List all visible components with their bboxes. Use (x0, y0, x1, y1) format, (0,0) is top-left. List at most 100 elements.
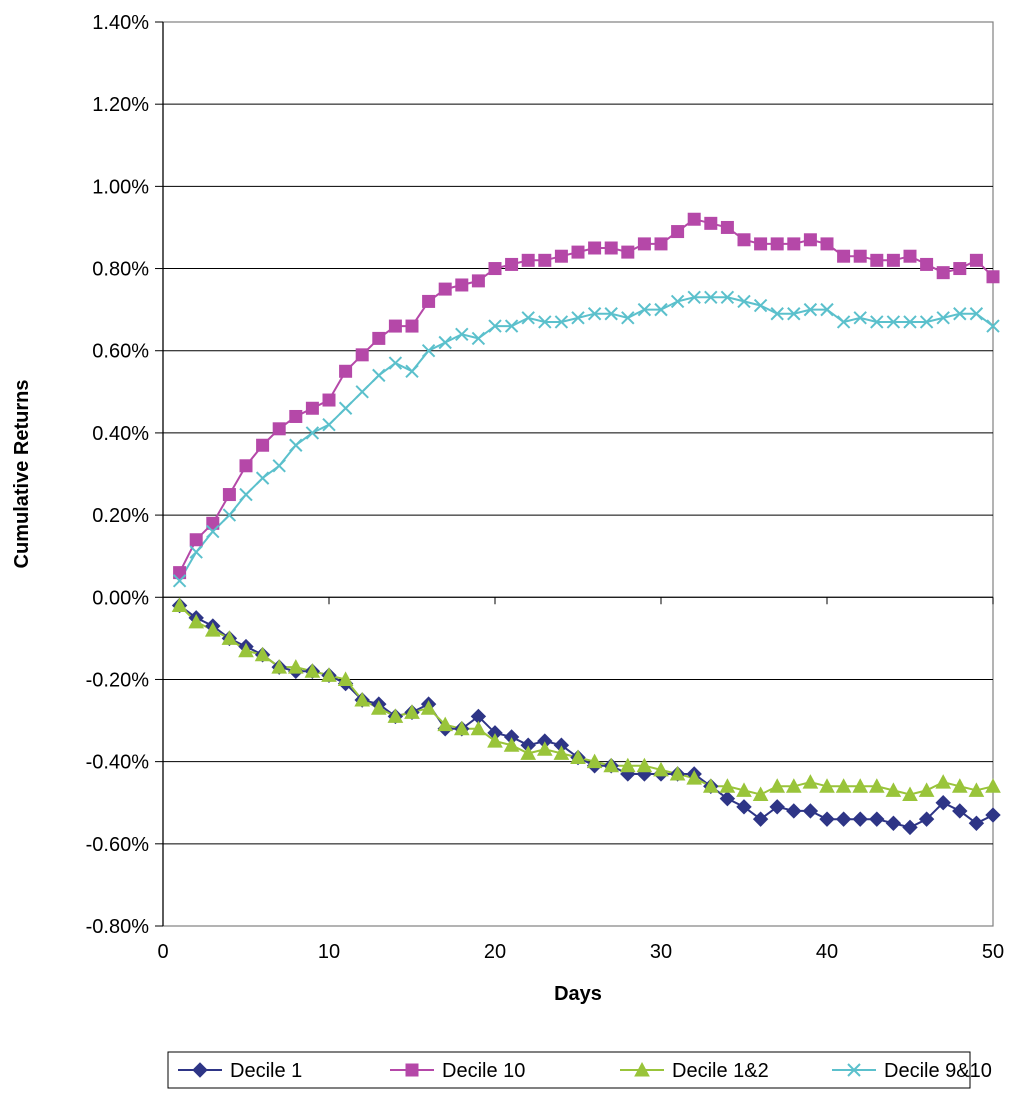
marker-stroke (355, 385, 369, 399)
x-axis-title: Days (554, 983, 602, 1005)
data-point-4 (986, 319, 1000, 333)
data-point-4 (338, 401, 353, 415)
legend: Decile 1 Decile 10 Decile 1&2 Decile 9&10 (167, 1051, 992, 1089)
data-point-4 (919, 315, 934, 329)
data-point-3 (586, 753, 603, 769)
data-point-3 (238, 642, 254, 658)
tick-labels: -0.80% -0.60% -0.40% -0.20% 0.00% 0.20% 0.40% 0… (86, 12, 1005, 963)
data-point-2 (687, 212, 701, 226)
legend-label: Decile 1&2 (672, 1060, 769, 1082)
data-point-2 (920, 257, 934, 271)
data-point-3 (171, 597, 188, 612)
data-point-2 (853, 249, 867, 263)
data-point-3 (819, 778, 835, 793)
marker-stroke (720, 290, 735, 305)
marker-stroke (338, 401, 353, 415)
data-point-2 (637, 237, 651, 251)
x-tick-label: 30 (650, 941, 672, 963)
legend-label: Decile 10 (442, 1060, 525, 1082)
data-point-2 (621, 245, 635, 259)
marker-stroke (654, 302, 668, 317)
data-point-4 (720, 290, 735, 305)
data-point-3 (437, 716, 454, 732)
data-point-4 (172, 574, 187, 588)
data-point-4 (355, 385, 369, 399)
marker-stroke (936, 311, 950, 325)
data-point-2 (588, 241, 602, 255)
data-point-2 (969, 253, 983, 267)
data-point-3 (271, 659, 288, 674)
data-point-3 (736, 782, 752, 797)
data-point-3 (902, 786, 918, 802)
data-point-3 (852, 778, 869, 793)
marker-stroke (604, 307, 618, 321)
marker-stroke (886, 315, 901, 329)
marker-stroke (587, 307, 602, 321)
data-point-1 (885, 815, 902, 831)
marker-stroke (322, 417, 336, 432)
marker-stroke (239, 487, 253, 502)
marker-stroke (189, 545, 203, 559)
data-point-3 (752, 786, 769, 802)
marker-stroke (405, 364, 419, 378)
data-point-3 (287, 659, 304, 674)
marker-stroke (803, 302, 818, 317)
data-point-3 (653, 761, 669, 777)
data-point-1 (952, 803, 968, 819)
data-point-3 (337, 671, 354, 686)
series-markers (171, 212, 1001, 836)
data-point-4 (836, 315, 851, 329)
data-point-4 (554, 315, 569, 329)
data-point-3 (304, 663, 321, 678)
gridlines (163, 103, 993, 845)
data-point-3 (935, 774, 952, 789)
data-point-4 (654, 302, 668, 317)
data-point-2 (787, 237, 801, 251)
data-point-3 (503, 737, 520, 752)
data-point-4 (770, 307, 784, 321)
data-point-4 (637, 302, 652, 317)
data-point-4 (953, 307, 967, 321)
data-point-2 (388, 319, 402, 333)
data-point-1 (968, 815, 985, 831)
legend-marker (634, 1061, 650, 1077)
data-point-4 (587, 307, 602, 321)
marker-stroke (554, 315, 569, 329)
data-point-1 (935, 795, 951, 811)
data-point-2 (538, 253, 552, 267)
marker-stroke (421, 344, 436, 358)
y-tick-label: 1.00% (92, 176, 149, 198)
data-point-4 (704, 290, 718, 305)
marker-stroke (438, 335, 452, 350)
data-point-4 (853, 311, 867, 325)
y-tick-label: 1.40% (92, 12, 149, 34)
data-point-4 (272, 459, 286, 473)
marker-stroke (637, 302, 652, 317)
data-point-3 (188, 613, 205, 629)
data-point-2 (272, 422, 286, 436)
marker-stroke (455, 327, 469, 341)
x-tick-label: 40 (816, 941, 838, 963)
data-point-3 (603, 757, 620, 773)
marker-stroke (919, 315, 934, 329)
data-point-4 (388, 356, 403, 370)
data-point-4 (255, 471, 270, 485)
data-point-3 (354, 691, 371, 707)
legend-marker (405, 1063, 419, 1077)
y-tick-label: 0.80% (92, 259, 149, 281)
data-point-4 (488, 319, 502, 333)
data-point-3 (204, 622, 221, 637)
data-point-3 (769, 778, 786, 793)
marker-stroke (770, 307, 784, 321)
data-point-4 (521, 311, 535, 325)
data-point-2 (455, 278, 469, 292)
data-point-2 (239, 459, 253, 473)
x-tick-label: 0 (157, 941, 168, 963)
y-tick-label: 1.20% (92, 94, 149, 116)
y-tick-label: 0.00% (92, 587, 149, 609)
y-axis-title: Cumulative Returns (11, 380, 33, 569)
data-point-1 (985, 807, 1001, 823)
marker-stroke (206, 524, 220, 539)
data-point-1 (736, 799, 752, 815)
marker-stroke (488, 319, 502, 333)
